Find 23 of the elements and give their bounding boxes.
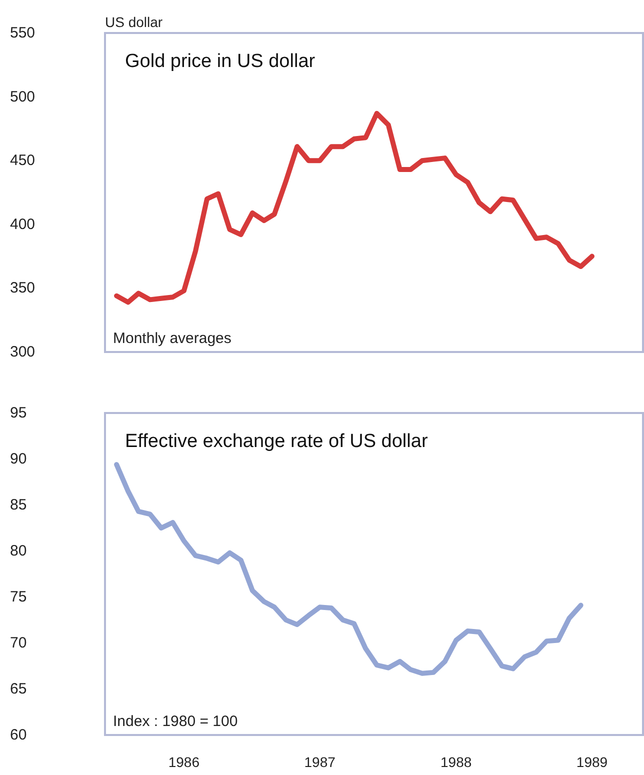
- x-tick-label: 1989: [576, 754, 608, 770]
- y-tick-label: 60: [10, 726, 27, 744]
- y-tick-label: 95: [10, 404, 27, 422]
- x-tick-label: 1986: [168, 754, 200, 770]
- y-tick-label: 350: [10, 280, 36, 297]
- y-tick-label: 300: [10, 344, 36, 360]
- text: Gold price in US dollar: [125, 51, 316, 72]
- y-tick-label: 80: [10, 542, 27, 560]
- y-tick-label: 70: [10, 634, 27, 652]
- x-tick-label: 1987: [304, 754, 336, 770]
- y-tick-label: 450: [10, 152, 36, 170]
- annotation: Monthly averages: [113, 330, 232, 347]
- y-tick-label: 65: [10, 680, 27, 698]
- y-tick-label: 90: [10, 450, 27, 468]
- y-axis-title: US dollar: [105, 14, 163, 30]
- y-tick-label: 550: [10, 24, 36, 42]
- y-tick-label: 85: [10, 496, 27, 514]
- y-tick-label: 75: [10, 588, 27, 606]
- y-tick-label: 500: [10, 88, 36, 106]
- y-tick-label: 400: [10, 216, 36, 233]
- x-tick-label: 1988: [440, 754, 472, 770]
- text: Effective exchange rate of US dollar: [125, 431, 428, 452]
- annotation: Index : 1980 = 100: [113, 713, 238, 730]
